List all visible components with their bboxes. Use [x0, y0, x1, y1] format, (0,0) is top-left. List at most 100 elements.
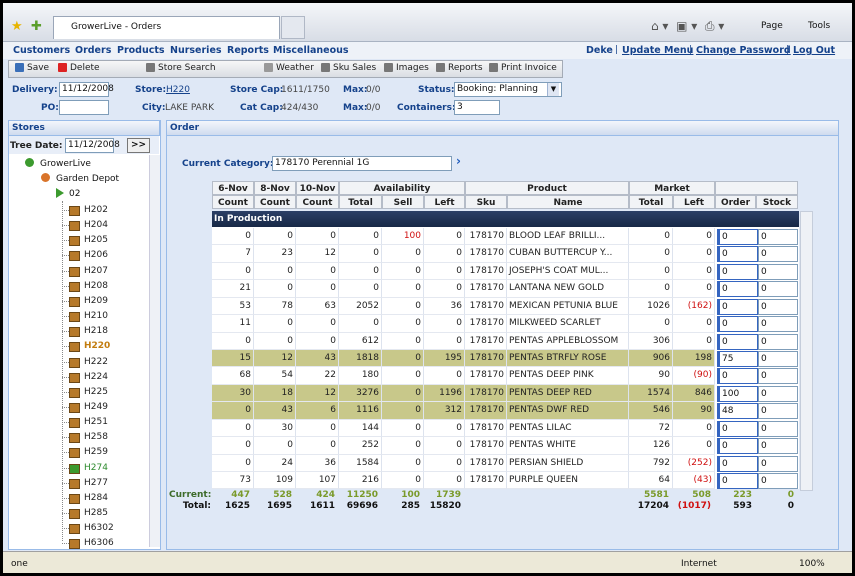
toolbar-button[interactable]: Weather — [276, 63, 314, 73]
page-menu[interactable]: Page — [761, 21, 783, 31]
dropdown-arrow[interactable]: ▼ — [547, 83, 559, 96]
stock-input[interactable]: 0 — [758, 333, 798, 350]
menu-item[interactable]: Miscellaneous — [273, 45, 349, 56]
order-input[interactable]: 0 — [717, 298, 758, 315]
order-input[interactable]: 0 — [717, 420, 758, 437]
next-category[interactable]: › — [456, 154, 461, 168]
column-header[interactable]: Total — [629, 195, 673, 209]
order-input[interactable]: 100 — [717, 385, 758, 402]
tree-node[interactable]: 02 — [69, 189, 81, 199]
tree-store[interactable]: H274 — [84, 462, 108, 473]
stock-input[interactable]: 0 — [758, 229, 798, 245]
toolbar-button[interactable]: Sku Sales — [333, 63, 377, 73]
tree-store[interactable]: H225 — [84, 386, 108, 397]
order-input[interactable]: 0 — [717, 263, 758, 280]
menu-item[interactable]: Reports — [227, 45, 269, 56]
order-input[interactable]: 0 — [717, 281, 758, 298]
tree-node[interactable]: GrowerLive — [40, 159, 91, 169]
toolbar-button[interactable]: Reports — [448, 63, 483, 73]
home-icon[interactable]: ⌂ ▾ ▣ ▾ ⎙ ▾ — [651, 19, 725, 33]
column-header[interactable]: Count — [254, 195, 296, 209]
tree-store[interactable]: H204 — [84, 220, 108, 231]
browser-tab[interactable] — [53, 16, 280, 39]
order-input[interactable]: 0 — [717, 246, 758, 263]
header-link[interactable]: Change Password — [696, 45, 791, 56]
header-link[interactable]: Update Menu — [622, 45, 694, 56]
stock-input[interactable]: 0 — [758, 281, 798, 298]
tree-store[interactable]: H6302 — [84, 523, 114, 534]
tree-node[interactable]: Garden Depot — [56, 174, 120, 184]
tree-store[interactable]: H205 — [84, 235, 108, 246]
column-header[interactable]: Sell — [382, 195, 424, 209]
column-header[interactable]: Count — [296, 195, 339, 209]
po-input[interactable] — [59, 100, 109, 115]
order-input[interactable]: 0 — [717, 455, 758, 472]
tree-store[interactable]: H202 — [84, 205, 108, 215]
favorites-star[interactable]: ★ — [11, 19, 23, 34]
add-favorite[interactable]: ✚ — [31, 19, 42, 34]
tree-store[interactable]: H207 — [84, 265, 108, 276]
order-input[interactable]: 0 — [717, 438, 758, 455]
stock-input[interactable]: 0 — [758, 298, 798, 315]
menu-item[interactable]: Products — [117, 45, 165, 56]
toolbar-button[interactable]: Save — [27, 63, 50, 73]
order-input[interactable]: 0 — [717, 316, 758, 333]
toolbar-button[interactable]: Print Invoice — [501, 63, 557, 73]
tree-store[interactable]: H218 — [84, 326, 108, 337]
toolbar-button[interactable]: Store Search — [158, 63, 216, 73]
zoom[interactable]: 100% — [799, 559, 825, 569]
stock-input[interactable]: 0 — [758, 385, 798, 402]
tree-store[interactable]: H259 — [84, 447, 108, 458]
toolbar-button[interactable]: Images — [396, 63, 429, 73]
category-select[interactable]: 178170 Perennial 1G — [272, 156, 452, 171]
tree-store[interactable]: H251 — [84, 417, 108, 428]
column-header[interactable]: Order — [715, 195, 756, 209]
stock-input[interactable]: 0 — [758, 351, 798, 367]
go-button[interactable]: >> — [127, 138, 150, 153]
order-input[interactable]: 48 — [717, 403, 758, 420]
stock-input[interactable]: 0 — [758, 246, 798, 263]
column-header[interactable]: Sku — [465, 195, 507, 209]
menu-item[interactable]: Customers — [13, 45, 71, 56]
tools-menu[interactable]: Tools — [808, 21, 831, 31]
tree-store[interactable]: H209 — [84, 295, 108, 306]
tree-date-input[interactable]: 11/12/2008 — [65, 138, 120, 153]
stock-input[interactable]: 0 — [758, 368, 798, 385]
tree-store[interactable]: H206 — [84, 250, 108, 261]
stock-input[interactable]: 0 — [758, 455, 798, 472]
containers-input[interactable]: 3 — [454, 100, 500, 115]
tree-store[interactable]: H222 — [84, 356, 108, 367]
order-input[interactable]: 75 — [717, 351, 758, 367]
column-header[interactable]: Left — [424, 195, 465, 209]
status-select[interactable]: Booking: Planning — [454, 82, 562, 97]
order-input[interactable]: 0 — [717, 333, 758, 350]
tree-store[interactable]: H284 — [84, 492, 108, 503]
column-header[interactable]: Name — [507, 195, 629, 209]
stock-input[interactable]: 0 — [758, 316, 798, 333]
tree-store[interactable]: H285 — [84, 508, 108, 518]
store-link[interactable]: H220 — [166, 85, 190, 95]
stock-input[interactable]: 0 — [758, 263, 798, 280]
tree-store[interactable]: H258 — [84, 432, 108, 443]
column-header[interactable]: Left — [673, 195, 715, 209]
tree-store[interactable]: H6306 — [84, 538, 114, 549]
stock-input[interactable]: 0 — [758, 473, 798, 490]
tree-store[interactable]: H277 — [84, 477, 108, 488]
tree-store[interactable]: H220 — [84, 341, 111, 352]
tree-store[interactable]: H210 — [84, 311, 108, 322]
column-header[interactable]: Stock — [756, 195, 798, 209]
menu-item[interactable]: Nurseries — [170, 45, 222, 56]
tree-store[interactable]: H208 — [84, 280, 108, 291]
stock-input[interactable]: 0 — [758, 420, 798, 437]
stock-input[interactable]: 0 — [758, 403, 798, 420]
stock-input[interactable]: 0 — [758, 438, 798, 455]
menu-item[interactable]: Orders — [75, 45, 112, 56]
grid-scrollbar[interactable] — [800, 211, 813, 491]
order-input[interactable]: 0 — [717, 473, 758, 490]
new-tab[interactable] — [281, 16, 305, 39]
tree-store[interactable]: H249 — [84, 401, 108, 412]
header-link[interactable]: Log Out — [793, 45, 836, 56]
toolbar-button[interactable]: Delete — [70, 63, 100, 73]
tree-store[interactable]: H224 — [84, 371, 108, 382]
column-header[interactable]: Total — [339, 195, 382, 209]
